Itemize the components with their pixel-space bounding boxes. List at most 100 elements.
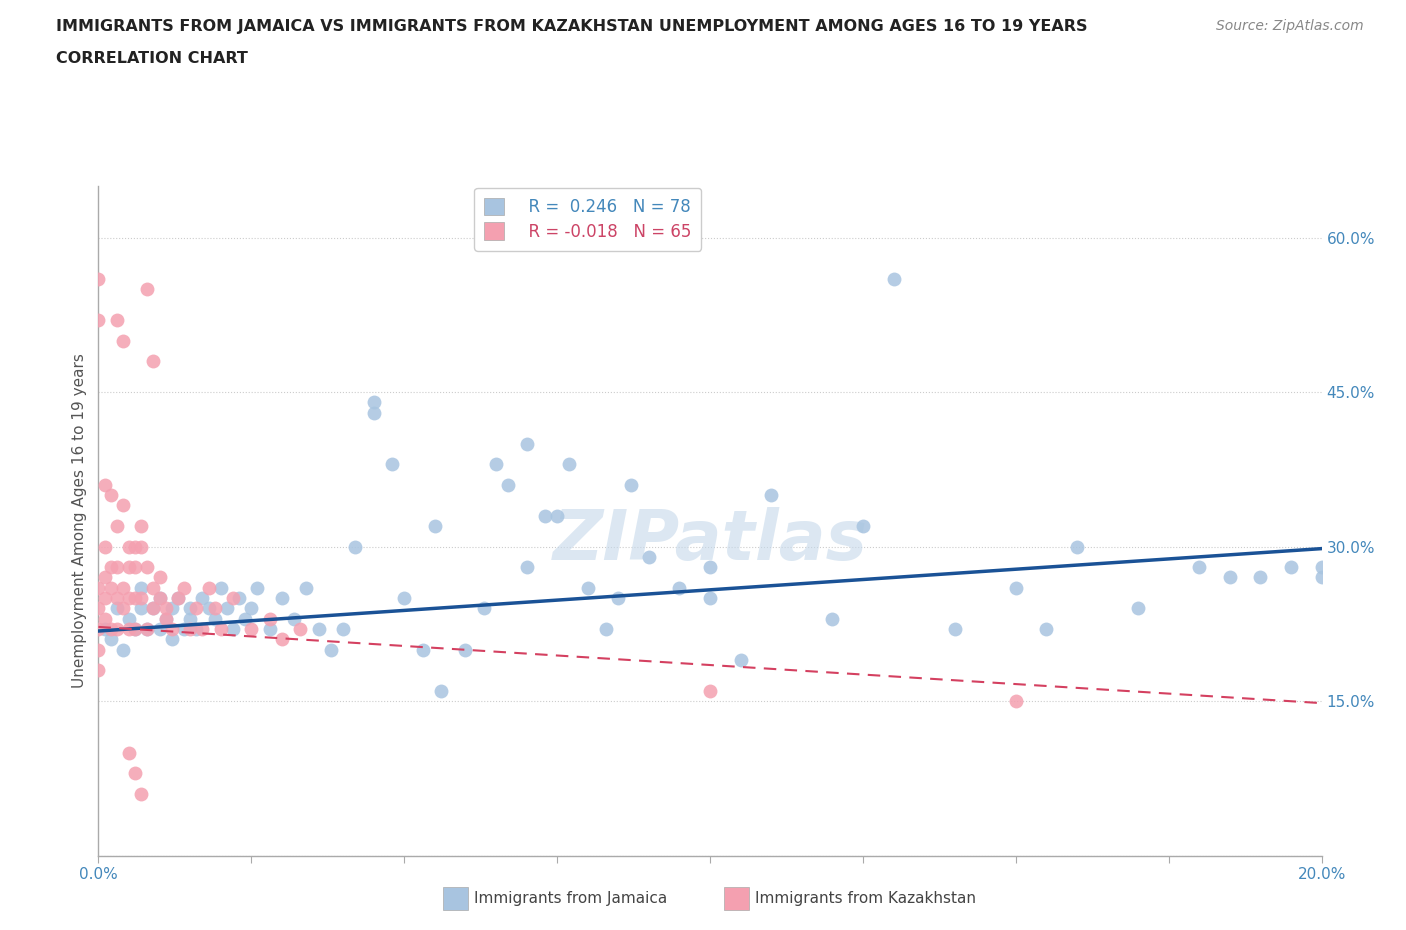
- Point: [129, 601, 152, 616]
- Point: [1310, 570, 1333, 585]
- Point: [1310, 560, 1333, 575]
- Point: [412, 642, 434, 657]
- Point: [149, 621, 172, 636]
- Point: [87, 580, 110, 595]
- Point: [118, 611, 141, 626]
- Point: [173, 621, 195, 636]
- Point: [516, 560, 538, 575]
- Point: [423, 519, 446, 534]
- Point: [595, 621, 617, 636]
- Point: [295, 580, 318, 595]
- Point: [197, 580, 219, 595]
- Point: [129, 519, 152, 534]
- Point: [270, 631, 292, 646]
- Point: [204, 611, 226, 626]
- Point: [129, 580, 152, 595]
- Point: [136, 621, 159, 636]
- Point: [283, 611, 305, 626]
- Point: [546, 508, 568, 523]
- Point: [883, 272, 905, 286]
- Point: [186, 601, 208, 616]
- Point: [93, 477, 115, 492]
- Point: [699, 591, 721, 605]
- Point: [270, 591, 292, 605]
- Point: [363, 395, 385, 410]
- Point: [105, 621, 128, 636]
- Point: [129, 591, 152, 605]
- Point: [821, 611, 844, 626]
- Point: [87, 621, 110, 636]
- Point: [111, 580, 134, 595]
- Point: [1004, 694, 1026, 709]
- Point: [136, 282, 159, 297]
- Point: [87, 312, 110, 327]
- Point: [240, 601, 263, 616]
- Point: [142, 580, 165, 595]
- Point: [1035, 621, 1057, 636]
- Point: [619, 477, 641, 492]
- Point: [215, 601, 238, 616]
- Point: [191, 621, 214, 636]
- Point: [111, 642, 134, 657]
- Point: [124, 765, 146, 780]
- Point: [228, 591, 250, 605]
- Point: [173, 580, 195, 595]
- Point: [392, 591, 416, 605]
- Point: [118, 591, 141, 605]
- Point: [852, 519, 875, 534]
- Point: [1219, 570, 1241, 585]
- Point: [100, 621, 122, 636]
- Point: [197, 601, 219, 616]
- Point: [87, 601, 110, 616]
- Point: [699, 560, 721, 575]
- Point: [118, 560, 141, 575]
- Point: [111, 333, 134, 348]
- Point: [160, 631, 183, 646]
- Point: [308, 621, 330, 636]
- Point: [246, 580, 269, 595]
- Point: [240, 621, 263, 636]
- Point: [167, 591, 190, 605]
- Text: CORRELATION CHART: CORRELATION CHART: [56, 51, 247, 66]
- Point: [155, 601, 177, 616]
- Point: [259, 621, 281, 636]
- Point: [124, 621, 146, 636]
- Point: [454, 642, 477, 657]
- Point: [179, 601, 201, 616]
- Point: [93, 570, 115, 585]
- Point: [105, 591, 128, 605]
- Text: Immigrants from Kazakhstan: Immigrants from Kazakhstan: [755, 891, 976, 906]
- Point: [179, 611, 201, 626]
- Point: [118, 539, 141, 554]
- Point: [124, 621, 146, 636]
- Point: [1279, 560, 1302, 575]
- Point: [142, 601, 165, 616]
- Point: [191, 591, 214, 605]
- Point: [93, 621, 115, 636]
- Point: [179, 621, 201, 636]
- Point: [534, 508, 557, 523]
- Point: [759, 487, 782, 502]
- Point: [160, 621, 183, 636]
- Point: [142, 353, 165, 368]
- Point: [105, 601, 128, 616]
- Point: [319, 642, 342, 657]
- Point: [87, 663, 110, 678]
- Point: [100, 580, 122, 595]
- Point: [576, 580, 599, 595]
- Point: [222, 621, 245, 636]
- Point: [516, 436, 538, 451]
- Text: ZIPatlas: ZIPatlas: [553, 508, 868, 575]
- Point: [730, 653, 752, 668]
- Point: [485, 457, 508, 472]
- Point: [637, 550, 661, 565]
- Point: [124, 591, 146, 605]
- Legend:   R =  0.246   N = 78,   R = -0.018   N = 65: R = 0.246 N = 78, R = -0.018 N = 65: [474, 188, 702, 251]
- Point: [496, 477, 519, 492]
- Point: [129, 539, 152, 554]
- Text: Source: ZipAtlas.com: Source: ZipAtlas.com: [1216, 19, 1364, 33]
- Point: [111, 498, 134, 512]
- Point: [155, 611, 177, 626]
- Point: [105, 560, 128, 575]
- Point: [136, 621, 159, 636]
